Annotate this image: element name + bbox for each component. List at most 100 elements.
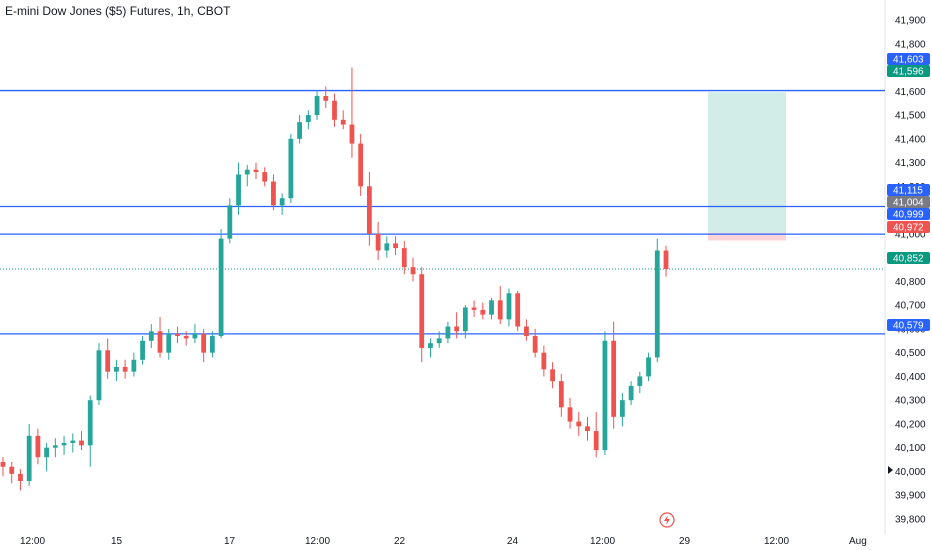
candle-body [541,352,547,370]
y-tick-label: 41,900 [895,16,926,27]
y-tick-label: 41,600 [895,87,926,98]
candle-body [349,124,355,144]
candle-body [663,250,669,270]
candle-body [593,431,599,451]
price-badge-target [887,65,930,77]
candle-body [602,340,608,451]
x-tick-label: 22 [394,536,406,547]
candle-body [192,333,198,339]
candle-body [506,293,512,320]
candle-body [611,340,617,417]
y-tick-label: 39,900 [895,491,926,502]
x-tick-label: 12:00 [305,536,330,547]
price-badge-label: 41,004 [893,198,924,209]
y-tick-label: 40,100 [895,443,926,454]
y-tick-label: 40,000 [895,467,926,478]
candle-body [340,119,346,125]
candle-body [323,96,329,101]
candle-body [384,243,390,251]
candle-body [105,350,111,372]
y-tick-label: 41,000 [895,229,926,240]
candle-body [70,440,76,443]
price-badge-label: 40,999 [893,210,924,221]
x-tick-label: 12:00 [20,536,45,547]
candle-body [314,96,320,116]
price-badge-label: 40,852 [893,254,924,265]
price-badge-level [887,184,930,196]
candle-body [332,100,337,120]
stop-zone[interactable] [708,232,786,241]
candle-body [637,376,643,386]
candle-body [61,442,67,446]
candle-body [462,307,468,332]
candle-body [524,326,529,337]
x-tick-label: 12:00 [590,536,615,547]
candle-body [305,115,311,123]
candle-body [175,333,180,337]
y-tick-label: 40,400 [895,372,926,383]
candle-body [122,366,128,372]
candle-body [209,336,215,353]
y-tick-label: 40,200 [895,419,926,430]
chart-title: E-mini Dow Jones ($5) Futures, 1h, CBOT [5,4,231,18]
candle-body [297,122,303,139]
candle-body [619,400,625,417]
candle-body [87,400,93,446]
candle-body [445,326,451,339]
x-tick-label: 17 [224,536,236,547]
candle-body [227,205,233,239]
candle-body [436,338,442,344]
price-badge-level [887,208,930,220]
candle-body [585,426,590,432]
y-tick-label: 41,500 [895,111,926,122]
candle-body [471,307,477,310]
candle-body [183,336,189,339]
x-tick-label: Aug [849,536,867,547]
candle-body [567,407,573,422]
candle-body [532,336,538,353]
y-tick-label: 40,500 [895,348,926,359]
candle-body [646,357,651,377]
candle-body [52,445,58,448]
candle-body [366,186,372,234]
price-badge-label: 41,603 [893,55,924,66]
candle-body [26,435,32,481]
candle-body [401,248,407,268]
candle-body [288,138,294,199]
candle-body [375,233,381,251]
price-badge-stop [887,221,930,233]
candle-body [166,333,172,353]
candle-body [393,243,398,249]
y-tick-label: 40,700 [895,301,926,312]
candle-body [148,331,154,341]
candle-body [262,172,268,182]
candle-body [218,238,224,337]
lightning-icon [664,515,670,525]
y-tick-label: 41,300 [895,158,926,169]
candle-body [157,331,163,353]
candle-body [9,466,15,474]
y-tick-label: 39,800 [895,515,926,526]
price-badge-label: 40,972 [893,223,924,234]
candle-body [454,326,460,332]
candle-body [44,447,50,458]
x-tick-label: 24 [507,536,519,547]
candle-body [515,293,521,327]
profit-zone[interactable] [708,92,786,233]
price-badge-entry [887,196,930,208]
candle-body [253,169,259,173]
y-tick-label: 40,800 [895,277,926,288]
y-tick-label: 41,800 [895,39,926,50]
candle-body [96,350,102,401]
y-tick-label: 40,300 [895,396,926,407]
candle-body [558,381,564,408]
price-badge-label: 40,579 [893,321,924,332]
candle-body [419,274,425,348]
candle-body [18,473,23,481]
price-badge-level [887,53,930,65]
candle-body [140,340,145,360]
price-badge-level [887,319,930,331]
x-tick-label: 29 [679,536,691,547]
price-badge-label: 41,115 [893,186,923,197]
